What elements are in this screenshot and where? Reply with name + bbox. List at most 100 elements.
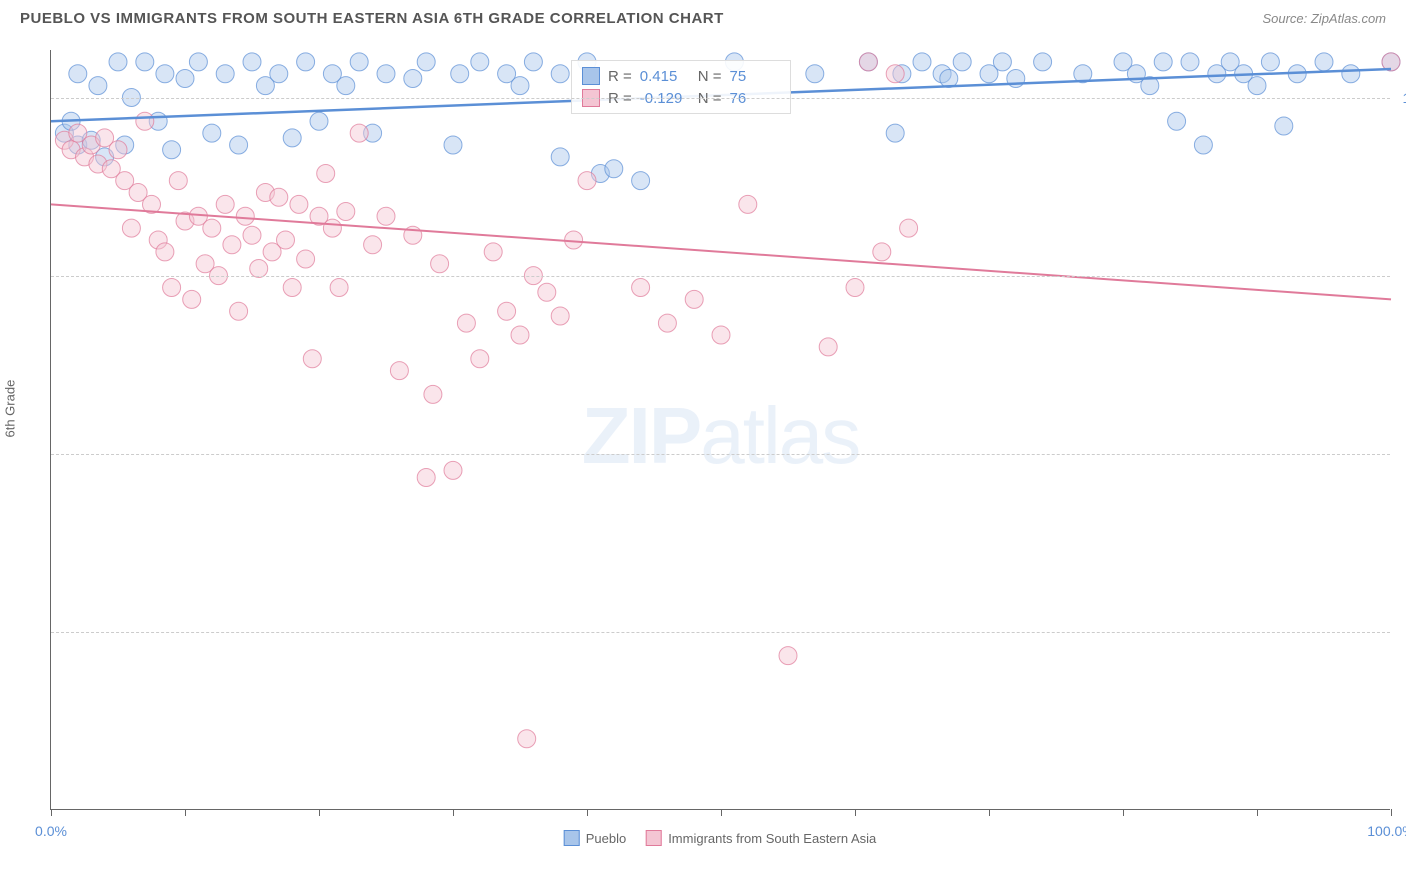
scatter-point: [109, 53, 127, 71]
scatter-point: [859, 53, 877, 71]
scatter-point: [417, 469, 435, 487]
scatter-point: [270, 188, 288, 206]
scatter-point: [424, 385, 442, 403]
scatter-point: [323, 219, 341, 237]
stats-swatch-icon: [582, 67, 600, 85]
scatter-point: [1275, 117, 1293, 135]
scatter-point: [1168, 112, 1186, 130]
legend-swatch-icon: [646, 830, 662, 846]
scatter-point: [330, 279, 348, 297]
scatter-point: [913, 53, 931, 71]
chart-container: ZIPatlas R =0.415N =75R =-0.129N =76 77.…: [50, 50, 1390, 810]
scatter-point: [176, 70, 194, 88]
scatter-point: [216, 65, 234, 83]
scatter-point: [953, 53, 971, 71]
x-tick: [721, 809, 722, 816]
gridline: [51, 98, 1390, 99]
scatter-point: [605, 160, 623, 178]
scatter-point: [779, 647, 797, 665]
scatter-point: [203, 219, 221, 237]
scatter-point: [471, 350, 489, 368]
x-tick: [989, 809, 990, 816]
stats-box: R =0.415N =75R =-0.129N =76: [571, 60, 791, 114]
scatter-point: [471, 53, 489, 71]
stats-r-value: 0.415: [640, 68, 690, 85]
scatter-point: [223, 236, 241, 254]
scatter-point: [283, 129, 301, 147]
scatter-point: [511, 326, 529, 344]
scatter-point: [243, 226, 261, 244]
scatter-point: [303, 350, 321, 368]
scatter-point: [404, 70, 422, 88]
scatter-point: [163, 141, 181, 159]
scatter-point: [350, 124, 368, 142]
scatter-point: [283, 279, 301, 297]
scatter-point: [632, 172, 650, 190]
scatter-point: [216, 195, 234, 213]
scatter-point: [538, 283, 556, 301]
scatter-point: [431, 255, 449, 273]
scatter-point: [498, 302, 516, 320]
scatter-point: [484, 243, 502, 261]
x-tick-label: 100.0%: [1367, 823, 1406, 839]
scatter-point: [444, 136, 462, 154]
scatter-point: [230, 136, 248, 154]
x-tick: [1123, 809, 1124, 816]
stats-n-label: N =: [698, 68, 722, 85]
scatter-point: [377, 207, 395, 225]
scatter-point: [578, 172, 596, 190]
scatter-point: [873, 243, 891, 261]
scatter-point: [243, 53, 261, 71]
y-axis-label: 6th Grade: [3, 380, 18, 438]
scatter-point: [163, 279, 181, 297]
scatter-point: [900, 219, 918, 237]
scatter-point: [739, 195, 757, 213]
scatter-point: [551, 148, 569, 166]
legend: Pueblo Immigrants from South Eastern Asi…: [564, 830, 877, 846]
scatter-point: [444, 461, 462, 479]
scatter-point: [457, 314, 475, 332]
scatter-point: [993, 53, 1011, 71]
scatter-point: [451, 65, 469, 83]
scatter-point: [169, 172, 187, 190]
scatter-point: [156, 65, 174, 83]
trendline: [51, 204, 1391, 299]
scatter-point: [230, 302, 248, 320]
scatter-point: [297, 250, 315, 268]
scatter-point: [1034, 53, 1052, 71]
scatter-point: [1315, 53, 1333, 71]
scatter-point: [277, 231, 295, 249]
scatter-point: [1154, 53, 1172, 71]
scatter-point: [390, 362, 408, 380]
y-tick-label: 100.0%: [1403, 90, 1406, 106]
scatter-point: [632, 279, 650, 297]
legend-label: Immigrants from South Eastern Asia: [668, 831, 876, 846]
legend-label: Pueblo: [586, 831, 626, 846]
legend-swatch-icon: [564, 830, 580, 846]
scatter-point: [524, 53, 542, 71]
x-tick-label: 0.0%: [35, 823, 67, 839]
scatter-point: [1342, 65, 1360, 83]
scatter-point: [136, 112, 154, 130]
scatter-point: [236, 207, 254, 225]
stats-row: R =0.415N =75: [582, 65, 780, 87]
scatter-point: [551, 65, 569, 83]
gridline: [51, 632, 1390, 633]
scatter-point: [1194, 136, 1212, 154]
scatter-point: [203, 124, 221, 142]
scatter-point: [364, 236, 382, 254]
scatter-point: [658, 314, 676, 332]
plot-area: ZIPatlas R =0.415N =75R =-0.129N =76 77.…: [50, 50, 1390, 810]
scatter-point: [806, 65, 824, 83]
scatter-point: [317, 165, 335, 183]
stats-r-label: R =: [608, 68, 632, 85]
scatter-point: [886, 124, 904, 142]
x-tick: [1391, 809, 1392, 816]
scatter-point: [189, 53, 207, 71]
scatter-point: [712, 326, 730, 344]
scatter-point: [511, 77, 529, 95]
scatter-point: [290, 195, 308, 213]
source-label: Source: ZipAtlas.com: [1262, 11, 1386, 26]
gridline: [51, 276, 1390, 277]
x-tick: [1257, 809, 1258, 816]
